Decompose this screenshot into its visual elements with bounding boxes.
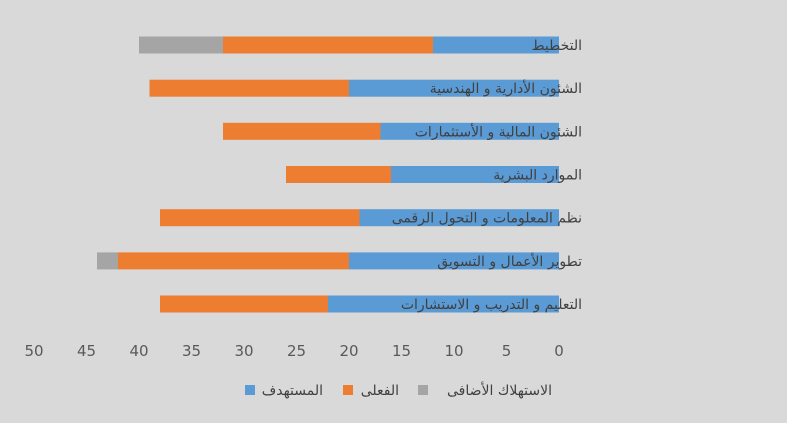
x-tick-label-35: 35	[182, 342, 201, 360]
x-tick-label-5: 5	[502, 342, 512, 360]
bar-segment-1-row-3	[380, 122, 559, 140]
legend-label-2: الفعلى	[361, 383, 399, 399]
legend-label-3: الاستهلاك الأضافى	[447, 381, 552, 399]
bar-segment-1-row-2	[349, 79, 559, 97]
x-tick-label-15: 15	[392, 342, 411, 360]
legend-marker-2	[343, 385, 353, 395]
x-tick-label-50: 50	[24, 342, 43, 360]
legend-marker-1	[245, 385, 255, 395]
x-tick-label-25: 25	[287, 342, 306, 360]
category-label-4: الموارد البشرية	[493, 168, 582, 184]
x-tick-label-10: 10	[444, 342, 463, 360]
bar-segment-1-row-4	[391, 166, 559, 183]
bar-segment-2-row-5	[160, 209, 360, 227]
x-tick-label-30: 30	[234, 342, 253, 360]
category-label-2: الشئون الأدارية و الهندسية	[430, 79, 582, 97]
bar-segment-3-row-1	[139, 36, 223, 54]
bar-segment-1-row-7	[328, 295, 559, 313]
x-tick-label-40: 40	[129, 342, 148, 360]
bar-segment-2-row-2	[149, 79, 349, 97]
legend-label-1: المستهدف	[262, 383, 323, 399]
category-label-3: الشئون المالية و الأستثمارات	[415, 122, 582, 140]
category-label-6: تطوير الأعمال و التسويق	[437, 252, 582, 270]
category-label-7: التعليم و التدريب و الاستشارات	[401, 297, 582, 313]
bar-segment-1-row-6	[349, 252, 559, 270]
category-label-1: التخطيط	[532, 38, 582, 54]
x-tick-label-45: 45	[77, 342, 96, 360]
bar-segment-2-row-7	[160, 295, 328, 313]
bar-segment-1-row-1	[433, 36, 559, 54]
legend-marker-3	[418, 385, 428, 395]
x-tick-label-20: 20	[339, 342, 358, 360]
bar-segment-3-row-6	[97, 252, 118, 270]
bar-segment-2-row-3	[223, 122, 381, 140]
bar-segment-2-row-1	[223, 36, 433, 54]
category-label-5: نظم المعلومات و التحول الرقمى	[392, 211, 582, 227]
x-tick-label-0: 0	[554, 342, 564, 360]
bar-segment-2-row-6	[118, 252, 349, 270]
bar-segment-2-row-4	[286, 166, 391, 183]
bar-segment-1-row-5	[359, 209, 559, 227]
